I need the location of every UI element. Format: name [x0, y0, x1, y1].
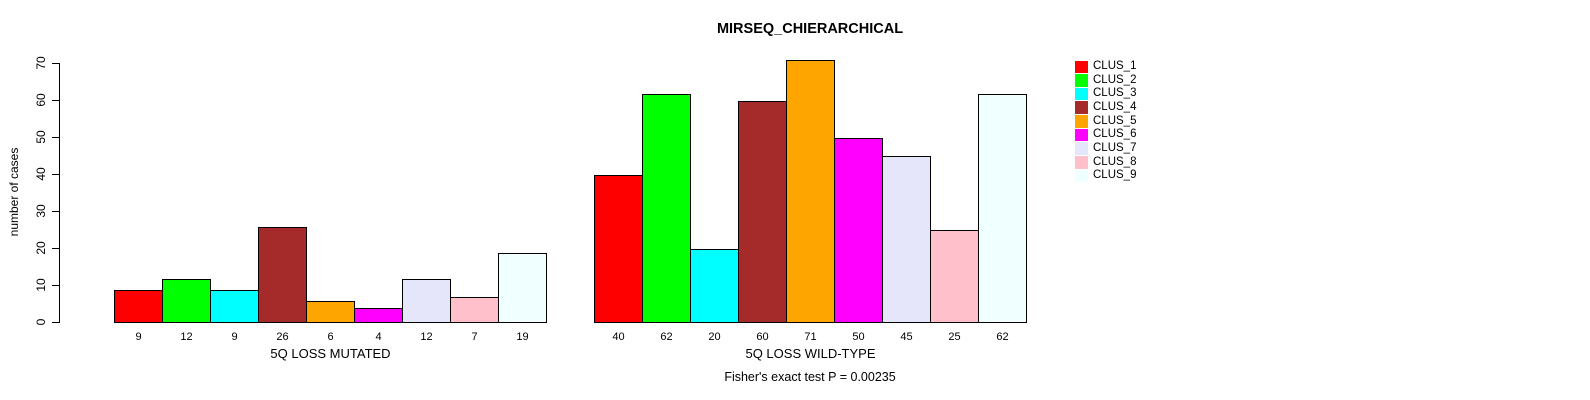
fisher-test-annotation: Fisher's exact test P = 0.00235: [724, 370, 896, 384]
bar: [594, 175, 643, 323]
legend-label: CLUS_8: [1093, 155, 1137, 168]
legend-label: CLUS_9: [1093, 169, 1137, 182]
bar: [450, 297, 499, 323]
legend-color-swatch: [1075, 74, 1088, 87]
bar: [690, 249, 739, 323]
y-tick-label: 0: [34, 318, 48, 326]
bar-value-label: 20: [708, 331, 721, 343]
bar: [114, 290, 163, 323]
y-tick-label: 50: [34, 130, 48, 144]
legend-color-swatch: [1075, 115, 1088, 128]
legend-color-swatch: [1075, 156, 1088, 169]
y-tick-mark: [52, 322, 59, 323]
y-tick-label: 10: [34, 278, 48, 292]
legend-color-swatch: [1075, 101, 1088, 114]
legend-label: CLUS_2: [1093, 73, 1137, 86]
y-axis-label: number of cases: [7, 147, 21, 237]
bar: [786, 60, 835, 323]
legend-color-swatch: [1075, 128, 1088, 142]
bar-value-label: 25: [948, 331, 961, 343]
bar: [258, 227, 307, 323]
bar-value-label: 62: [996, 331, 1009, 343]
y-tick-mark: [52, 248, 59, 249]
bar-value-label: 50: [852, 331, 865, 343]
legend-color-swatch: [1075, 87, 1088, 101]
y-tick-label: 40: [34, 167, 48, 181]
bar-value-label: 9: [231, 331, 238, 343]
bar-value-label: 7: [471, 331, 478, 343]
bar-value-label: 60: [756, 331, 769, 343]
bar: [306, 301, 355, 323]
y-tick-label: 30: [34, 204, 48, 218]
x-axis-group-label: 5Q LOSS WILD-TYPE: [745, 346, 876, 361]
y-tick-label: 20: [34, 241, 48, 255]
legend-label: CLUS_4: [1093, 100, 1137, 113]
bar-value-label: 45: [900, 331, 913, 343]
bar-value-label: 26: [276, 331, 289, 343]
y-tick-mark: [52, 137, 59, 138]
bar-value-label: 9: [135, 331, 142, 343]
bar-value-label: 12: [420, 331, 433, 343]
bar-value-label: 71: [804, 331, 817, 343]
bar: [162, 279, 211, 323]
legend-label: CLUS_7: [1093, 141, 1137, 154]
bar-value-label: 19: [516, 331, 529, 343]
legend-color-swatch: [1075, 169, 1088, 183]
bar: [642, 94, 691, 323]
y-axis-line: [59, 63, 60, 323]
legend-color-swatch: [1075, 60, 1088, 73]
bar: [402, 279, 451, 323]
legend-label: CLUS_6: [1093, 128, 1137, 141]
y-tick-mark: [52, 174, 59, 175]
bar: [834, 138, 883, 323]
y-tick-label: 70: [34, 56, 48, 70]
bar: [354, 308, 403, 323]
bar-value-label: 62: [660, 331, 673, 343]
bar: [498, 253, 547, 323]
y-tick-label: 60: [34, 93, 48, 107]
bar-value-label: 40: [612, 331, 625, 343]
y-tick-mark: [52, 285, 59, 286]
legend-color-swatch: [1075, 142, 1088, 155]
bar-value-label: 12: [180, 331, 193, 343]
bar: [210, 290, 259, 323]
bar: [978, 94, 1027, 323]
chart-title: MIRSEQ_CHIERARCHICAL: [716, 21, 904, 37]
y-tick-mark: [52, 211, 59, 212]
x-axis-group-label: 5Q LOSS MUTATED: [270, 346, 391, 361]
bar: [738, 101, 787, 323]
bar: [882, 156, 931, 323]
bar-value-label: 4: [375, 331, 382, 343]
y-tick-mark: [52, 100, 59, 101]
bar-value-label: 6: [327, 331, 334, 343]
bar: [930, 230, 979, 323]
legend-label: CLUS_3: [1093, 87, 1137, 100]
legend-label: CLUS_5: [1093, 114, 1137, 127]
y-tick-mark: [52, 63, 59, 64]
legend-label: CLUS_1: [1093, 60, 1137, 72]
